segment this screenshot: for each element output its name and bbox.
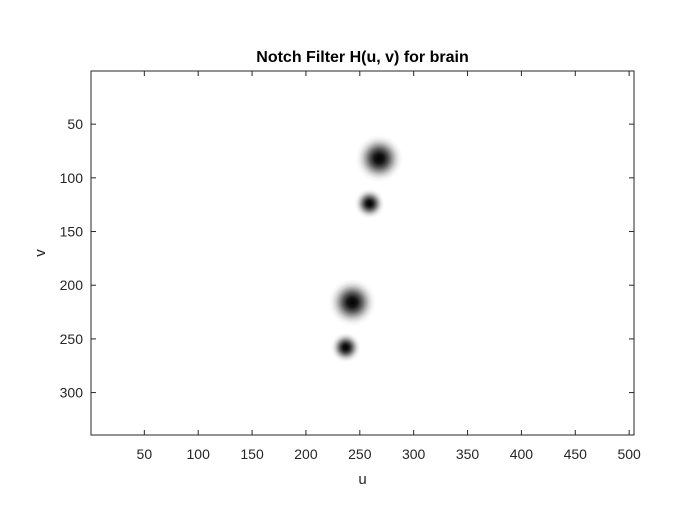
x-tick-label: 450 [564, 446, 588, 462]
notch-layer [328, 134, 403, 363]
x-tick-label: 150 [240, 446, 264, 462]
y-axis-label: v [32, 249, 49, 257]
y-tick-label: 100 [60, 170, 84, 186]
notch-2 [354, 188, 385, 219]
y-tick-label: 50 [67, 116, 83, 132]
y-tick-label: 300 [60, 385, 84, 401]
tick-layer: 50 100 150 200 250 300 350 400 450 500 50 100 150 200… [60, 71, 641, 462]
y-tick-label: 150 [60, 224, 84, 240]
y-tick-label: 200 [60, 277, 84, 293]
x-tick-label: 200 [294, 446, 318, 462]
x-tick-label: 100 [187, 446, 211, 462]
x-tick-label: 400 [510, 446, 534, 462]
notch-4 [330, 332, 361, 363]
x-tick-label: 50 [137, 446, 153, 462]
plot-area [91, 71, 634, 435]
x-tick-label: 250 [348, 446, 372, 462]
y-tick-label: 250 [60, 331, 84, 347]
x-tick-label: 300 [402, 446, 426, 462]
notch-3 [328, 278, 376, 327]
chart-title: Notch Filter H(u, v) for brain [256, 49, 468, 66]
x-tick-label: 350 [456, 446, 480, 462]
notch-1 [355, 134, 403, 183]
x-tick-label: 500 [617, 446, 641, 462]
x-axis-label: u [358, 471, 366, 488]
plot-frame [90, 70, 635, 436]
